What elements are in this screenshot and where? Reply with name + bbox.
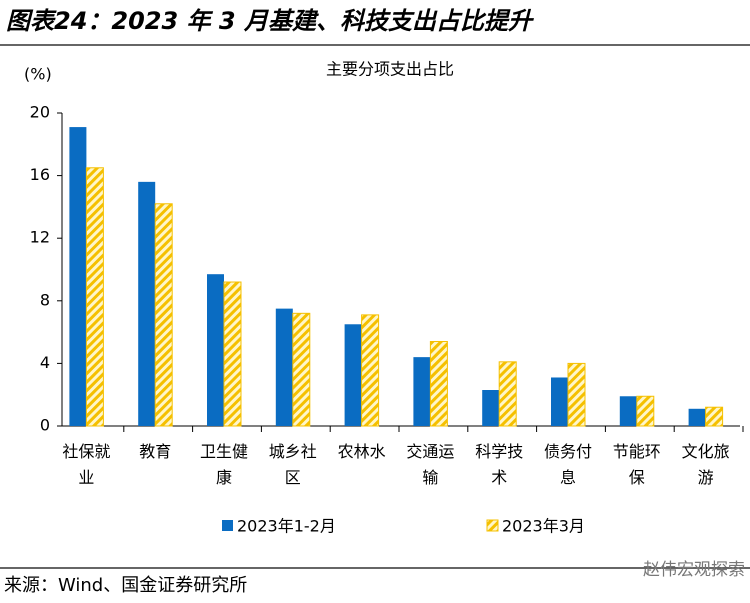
x-tick-label: 节能环保 — [613, 442, 661, 487]
bar — [619, 396, 637, 426]
x-tick-label: 交通运输 — [406, 442, 454, 487]
y-tick-label: 20 — [30, 103, 50, 122]
bar — [138, 181, 156, 426]
legend-swatch — [222, 520, 233, 531]
y-tick-label: 16 — [30, 165, 50, 184]
watermark: 赵伟宏观探索 — [643, 560, 745, 580]
bar — [636, 395, 655, 427]
bar — [154, 203, 173, 427]
legend-swatch — [486, 519, 499, 532]
bar — [482, 390, 500, 426]
bar — [275, 308, 293, 426]
chart-title: 主要分项支出占比 — [326, 60, 454, 79]
x-tick-label: 科学技术 — [475, 442, 523, 487]
legend-label: 2023年3月 — [502, 517, 585, 536]
bar — [344, 324, 362, 426]
legend-label: 2023年1-2月 — [237, 517, 336, 536]
bar — [429, 340, 448, 427]
y-tick-label: 4 — [40, 353, 50, 372]
y-tick-label: 12 — [30, 228, 50, 247]
x-tick-label: 农林水 — [338, 442, 386, 461]
y-tick-label: 0 — [40, 416, 50, 435]
bar — [85, 167, 104, 427]
bar — [688, 408, 706, 426]
page-title: 图表24：2023 年 3 月基建、科技支出占比提升 — [6, 7, 535, 35]
bar — [567, 362, 586, 427]
x-tick-label: 教育 — [139, 442, 171, 461]
bar — [413, 357, 431, 426]
bar — [69, 127, 87, 427]
bar — [361, 314, 380, 427]
bar — [551, 377, 568, 426]
bar — [498, 361, 517, 427]
bar — [705, 406, 724, 427]
bar — [292, 312, 311, 427]
y-tick-label: 8 — [40, 290, 50, 309]
source: 来源：Wind、国金证券研究所 — [4, 575, 247, 596]
x-tick-label: 社保就业 — [62, 442, 110, 487]
x-tick-label: 债务付息 — [544, 442, 592, 487]
bar — [207, 274, 224, 426]
y-axis-label: (%) — [24, 65, 52, 84]
x-tick-label: 城乡社区 — [269, 442, 317, 487]
x-tick-label: 文化旅游 — [682, 442, 730, 487]
x-tick-label: 卫生健康 — [200, 442, 248, 487]
bar — [223, 281, 242, 427]
